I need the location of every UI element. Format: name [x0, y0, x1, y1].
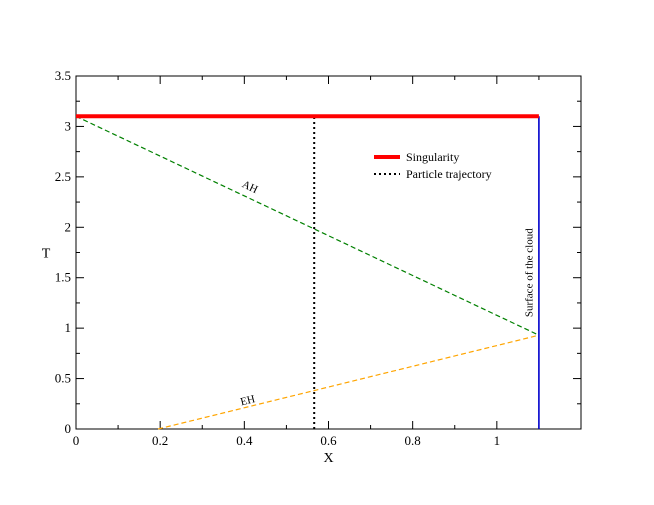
- x-tick-label: 0.2: [152, 433, 168, 448]
- y-tick-label: 2.5: [55, 169, 71, 184]
- x-tick-label: 0.4: [236, 433, 253, 448]
- y-tick-label: 1: [65, 320, 72, 335]
- ticks: 0 0.2 0.4 0.6 0.8 1 0 0.5 1 1.5 2 2.5 3 3.5: [55, 68, 581, 448]
- plot-frame: [75, 75, 582, 430]
- x-tick-label: 0.6: [320, 433, 337, 448]
- legend: Singularity Particle trajectory: [366, 147, 504, 185]
- series: [75, 114, 540, 430]
- y-tick-label: 0.5: [55, 371, 71, 386]
- x-axis-label: X: [323, 451, 333, 466]
- y-tick-label: 3.5: [55, 68, 71, 83]
- x-tick-label: 0.8: [405, 433, 421, 448]
- x-tick-label: 0: [73, 433, 80, 448]
- annotations: AH EH Surface of the cloud: [239, 178, 535, 408]
- series-eh: [157, 334, 540, 430]
- y-axis-label: T: [42, 247, 51, 262]
- legend-label-singularity: Singularity: [406, 150, 459, 164]
- y-tick-label: 1.5: [55, 270, 71, 285]
- series-ah: [75, 115, 540, 336]
- annotation-eh: EH: [239, 393, 256, 408]
- y-tick-label: 2: [65, 219, 72, 234]
- annotation-ah: AH: [240, 178, 260, 196]
- annotation-surface-of-the-cloud: Surface of the cloud: [524, 228, 536, 317]
- y-tick-label: 3: [65, 118, 72, 133]
- legend-box: [366, 147, 504, 185]
- x-tick-label: 1: [494, 433, 501, 448]
- legend-label-particle-trajectory: Particle trajectory: [406, 167, 492, 181]
- y-tick-label: 0: [65, 421, 72, 436]
